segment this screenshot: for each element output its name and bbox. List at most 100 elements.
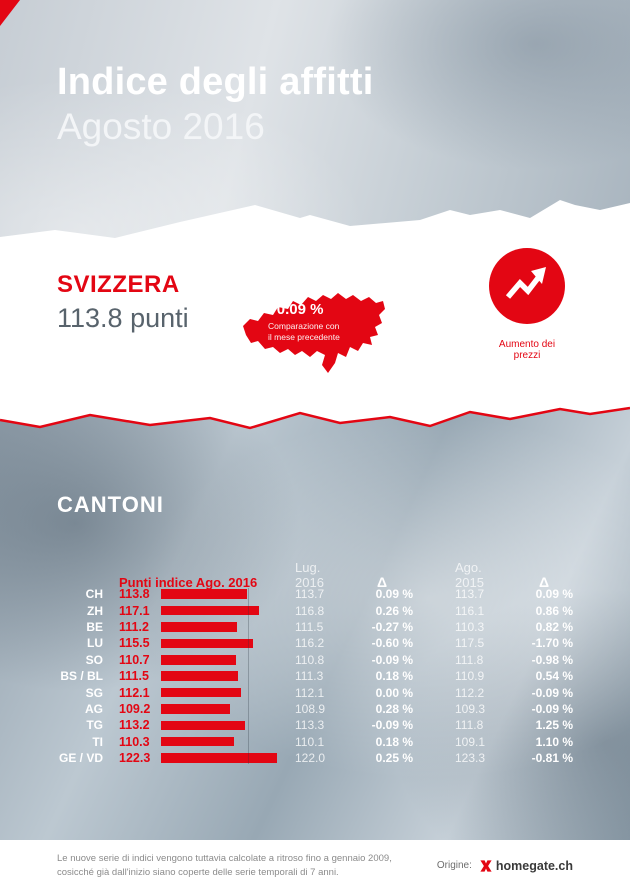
- trend-label: Aumento dei prezzi: [498, 339, 556, 361]
- index-value: 111.5: [119, 669, 149, 684]
- hero-section: Indice degli affitti Agosto 2016: [0, 0, 630, 245]
- delta-month-value: 0.18 %: [375, 669, 413, 684]
- origin: Origine: homegate.ch: [437, 859, 573, 873]
- index-bar: [161, 655, 236, 665]
- prev-year-value: 123.3: [455, 751, 486, 766]
- table-row: AG 109.2 108.9 0.28 % 109.3 -0.09 %: [0, 701, 630, 717]
- cantons-title: CANTONI: [57, 492, 164, 517]
- mountain-divider-top: [0, 200, 630, 245]
- col-header-prev-month: Lug. 2016: [295, 560, 324, 590]
- prev-month-value: 113.7: [295, 587, 325, 602]
- trend-up-icon: [488, 247, 566, 325]
- col-header-delta-year: Δ: [538, 574, 549, 590]
- index-value: 122.3: [119, 751, 151, 766]
- delta-year-value: 0.09 %: [535, 587, 573, 602]
- switzerland-map-shape: [243, 293, 385, 373]
- prev-month-value: 116.8: [295, 603, 325, 618]
- country-index-points: 113.8 punti: [57, 303, 189, 333]
- index-bar-cell: [161, 652, 295, 668]
- table-row: SG 112.1 112.1 0.00 % 112.2 -0.09 %: [0, 684, 630, 700]
- index-value: 109.2: [119, 701, 151, 716]
- prev-year-value: 111.8: [455, 718, 484, 733]
- index-bar: [161, 589, 247, 599]
- canton-label: BS / BL: [60, 669, 103, 684]
- index-bar: [161, 720, 245, 731]
- canton-label: BE: [86, 619, 103, 634]
- index-bar: [161, 638, 253, 649]
- index-value: 115.5: [119, 636, 150, 651]
- delta-year-value: -0.09 %: [531, 701, 573, 716]
- footnote: Le nuove serie di indici vengono tuttavi…: [57, 852, 392, 880]
- map-annotation: +0.09 % Comparazione con il mese precede…: [268, 301, 340, 343]
- prev-year-value: 116.1: [455, 603, 485, 618]
- table-row: CH 113.8 113.7 0.09 % 113.7 0.09 %: [0, 586, 630, 602]
- prev-month-value: 108.9: [295, 701, 326, 716]
- table-row: GE / VD 122.3 122.0 0.25 % 123.3 -0.81 %: [0, 750, 630, 766]
- mountain-divider-bottom: [0, 400, 630, 430]
- cantons-table: Punti indice Ago. 2016 Lug. 2016 Δ Ago. …: [0, 560, 630, 766]
- price-trend-indicator: Aumento dei prezzi: [487, 247, 567, 361]
- delta-month-value: -0.09 %: [371, 652, 413, 667]
- prev-month-value: 111.5: [295, 619, 324, 634]
- footnote-line-2: cosicché già dall'inizio siano coperte d…: [57, 866, 339, 878]
- index-value: 112.1: [119, 685, 150, 700]
- delta-year-value: 1.25 %: [535, 718, 573, 733]
- col-header-delta-month: Δ: [376, 574, 387, 590]
- delta-month-value: 0.25 %: [375, 751, 413, 766]
- note-line-1: Comparazione con: [268, 321, 340, 331]
- index-bar-cell: [161, 635, 295, 651]
- canton-label: AG: [85, 701, 103, 716]
- table-rows: CH 113.8 113.7 0.09 % 113.7 0.09 % ZH 11…: [0, 586, 630, 766]
- canton-label: TI: [92, 734, 103, 749]
- delta-month-value: 0.26 %: [375, 603, 413, 618]
- table-row: TI 110.3 110.1 0.18 % 109.1 1.10 %: [0, 734, 630, 750]
- delta-year-value: -0.98 %: [531, 652, 573, 667]
- canton-label: SO: [85, 652, 103, 667]
- delta-year-value: 1.10 %: [535, 734, 573, 749]
- table-row: SO 110.7 110.8 -0.09 % 111.8 -0.98 %: [0, 652, 630, 668]
- delta-year-value: -1.70 %: [531, 636, 573, 651]
- delta-year-value: 0.86 %: [535, 603, 573, 618]
- delta-month-value: 0.28 %: [375, 701, 413, 716]
- switzerland-summary: SVIZZERA 113.8 punti: [57, 271, 189, 334]
- switzerland-section: SVIZZERA 113.8 punti +0.09 % Comparazion…: [0, 245, 630, 400]
- prev-year-value: 109.3: [455, 701, 486, 716]
- canton-label: TG: [86, 718, 103, 733]
- index-value: 110.7: [119, 652, 150, 667]
- canton-label: ZH: [87, 603, 103, 618]
- canton-label: CH: [85, 587, 103, 602]
- corner-ribbon: [0, 0, 20, 26]
- delta-month-value: -0.27 %: [371, 619, 413, 634]
- prev-month-value: 112.1: [295, 685, 325, 700]
- index-bar-cell: [161, 717, 295, 733]
- prev-month-value: 110.8: [295, 652, 325, 667]
- index-bar-cell: [161, 619, 295, 635]
- page-subtitle: Agosto 2016: [57, 105, 265, 147]
- prev-month-value: 116.2: [295, 636, 325, 651]
- index-bar: [161, 736, 235, 747]
- delta-year-value: 0.54 %: [535, 669, 573, 684]
- index-bar: [161, 687, 241, 698]
- table-row: LU 115.5 116.2 -0.60 % 117.5 -1.70 %: [0, 635, 630, 651]
- table-row: TG 113.2 113.3 -0.09 % 111.8 1.25 %: [0, 717, 630, 733]
- table-header-row: Punti indice Ago. 2016 Lug. 2016 Δ Ago. …: [0, 560, 630, 590]
- prev-month-value: 113.3: [295, 718, 325, 733]
- index-bar: [161, 704, 231, 714]
- footnote-line-1: Le nuove serie di indici vengono tuttavi…: [57, 852, 392, 864]
- table-row: BE 111.2 111.5 -0.27 % 110.3 0.82 %: [0, 619, 630, 635]
- canton-label: GE / VD: [58, 751, 103, 766]
- delta-month-value: 0.00 %: [375, 685, 413, 700]
- index-bar-cell: [161, 668, 295, 684]
- country-name: SVIZZERA: [57, 271, 180, 298]
- prev-month-value: 122.0: [295, 751, 326, 766]
- delta-year-value: -0.09 %: [531, 685, 573, 700]
- prev-month-value: 110.1: [295, 734, 325, 749]
- index-bar-cell: [161, 701, 295, 717]
- canton-label: SG: [85, 685, 103, 700]
- index-bar-cell: [161, 750, 295, 766]
- index-bar-cell: [161, 734, 295, 750]
- prev-year-value: 110.9: [455, 669, 485, 684]
- col-header-index: Punti indice Ago. 2016: [119, 575, 258, 590]
- index-value: 113.8: [119, 587, 150, 602]
- delta-month-value: 0.18 %: [375, 734, 413, 749]
